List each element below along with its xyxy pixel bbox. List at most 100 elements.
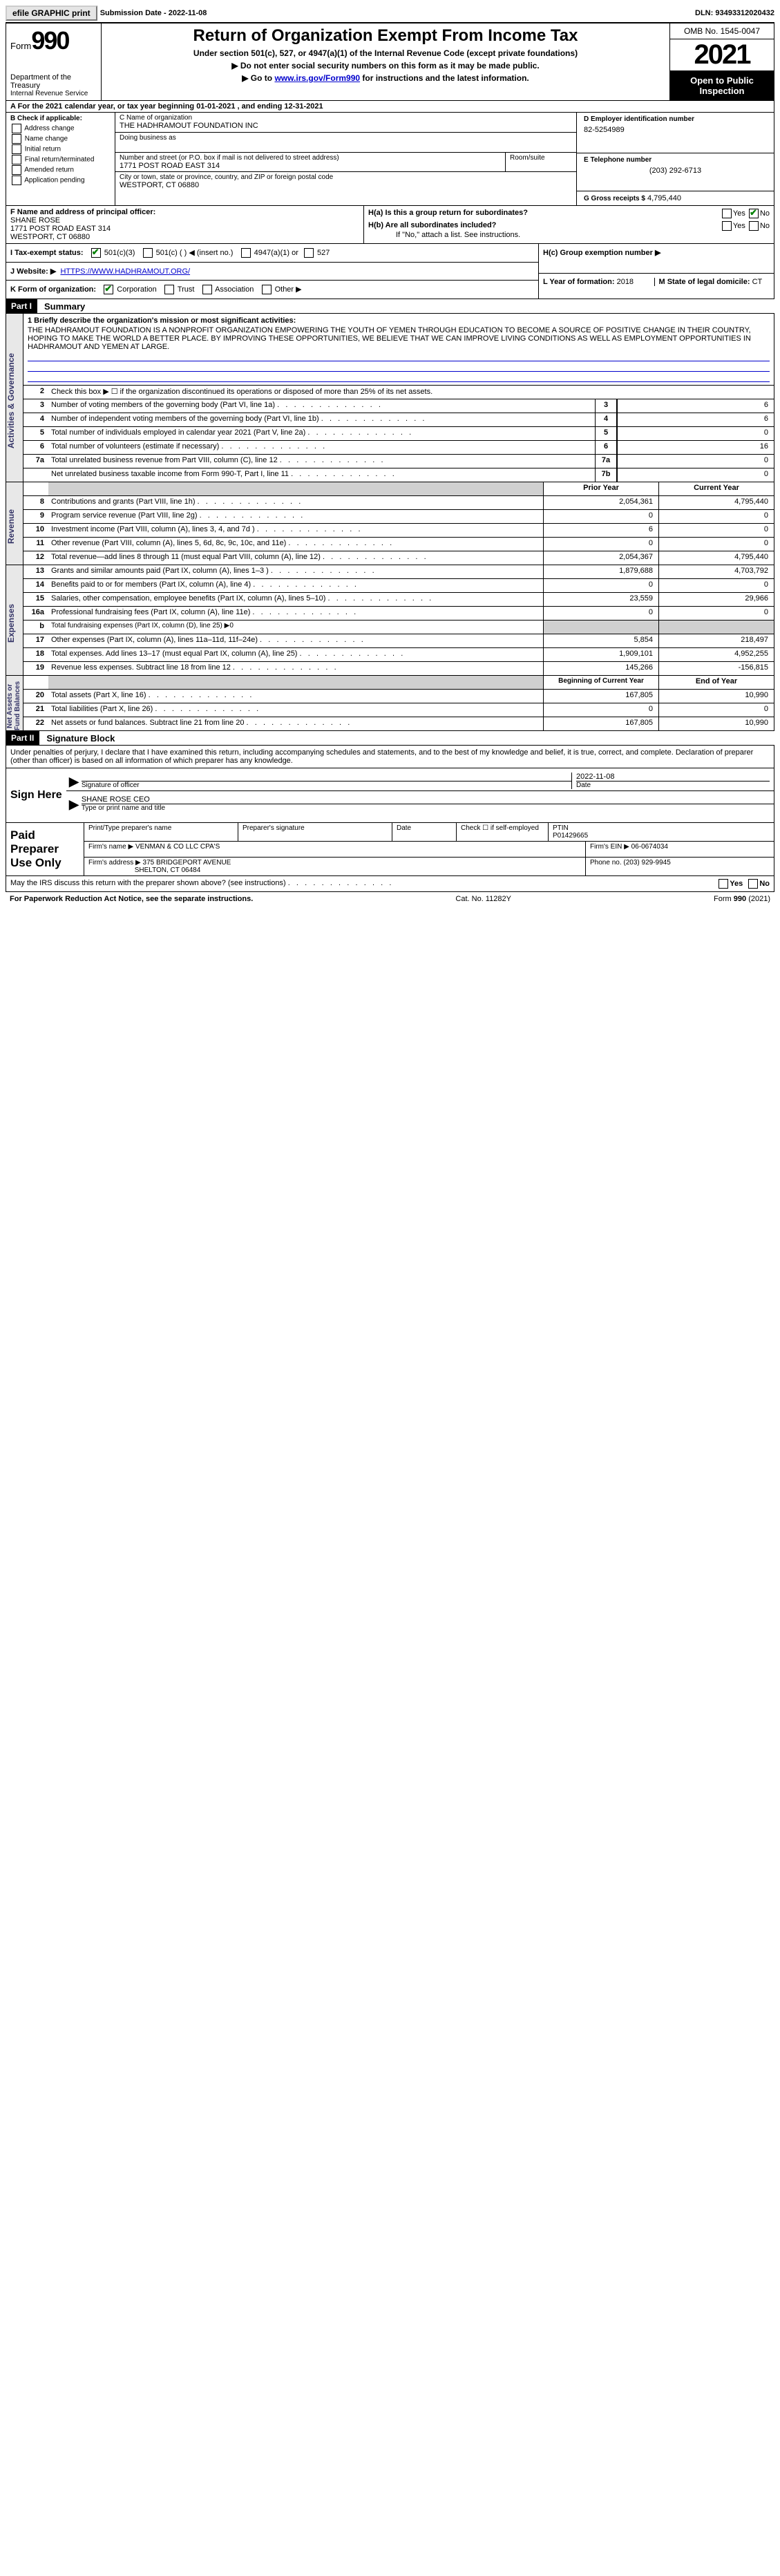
vside-net: Net Assets or Fund Balances <box>6 676 21 736</box>
discuss-text: May the IRS discuss this return with the… <box>10 879 286 887</box>
line-row: 22Net assets or fund balances. Subtract … <box>23 717 774 730</box>
line-row: 2Check this box ▶ ☐ if the organization … <box>23 386 774 399</box>
cb-501c[interactable] <box>143 248 153 258</box>
check-b-label: B Check if applicable: <box>10 115 111 122</box>
ptin-value: P01429665 <box>553 832 770 840</box>
row-i: I Tax-exempt status: 501(c)(3) 501(c) ( … <box>6 244 538 263</box>
room-label: Room/suite <box>510 154 545 162</box>
form-org-label: K Form of organization: <box>10 285 96 294</box>
cb-assoc[interactable] <box>202 285 212 294</box>
officer-addr1: 1771 POST ROAD EAST 314 <box>10 225 359 233</box>
sign-here-label: Sign Here <box>6 768 66 822</box>
signature-declaration: Under penalties of perjury, I declare th… <box>6 746 774 768</box>
form-subtitle-2: ▶ Do not enter social security numbers o… <box>104 61 667 70</box>
line-row: 4Number of independent voting members of… <box>23 413 774 427</box>
city-value: WESTPORT, CT 06880 <box>120 181 572 189</box>
footer-right: Form 990 (2021) <box>714 895 770 903</box>
part-1-tag: Part I <box>6 299 37 313</box>
firm-phone-label: Phone no. <box>590 859 622 866</box>
cb-corp[interactable] <box>104 285 113 294</box>
website-link[interactable]: HTTPS://WWW.HADHRAMOUT.ORG/ <box>60 267 190 276</box>
activities-governance-block: Activities & Governance 1 Briefly descri… <box>6 314 774 482</box>
row-k: K Form of organization: Corporation Trus… <box>6 281 538 299</box>
officer-name: SHANE ROSE <box>10 216 359 225</box>
line-row: 21Total liabilities (Part X, line 26)00 <box>23 703 774 717</box>
firm-addr-value2: SHELTON, CT 06484 <box>135 866 201 874</box>
cb-4947[interactable] <box>241 248 251 258</box>
discuss-yes[interactable] <box>719 879 728 889</box>
line-row: 5Total number of individuals employed in… <box>23 427 774 441</box>
row-j: J Website: ▶ HTTPS://WWW.HADHRAMOUT.ORG/ <box>6 263 538 281</box>
form-subtitle-1: Under section 501(c), 527, or 4947(a)(1)… <box>104 48 667 58</box>
submission-date: Submission Date - 2022-11-08 <box>100 9 207 17</box>
paid-preparer-block: Paid Preparer Use Only Print/Type prepar… <box>6 823 774 876</box>
line-row: bTotal fundraising expenses (Part IX, co… <box>23 621 774 634</box>
prep-sig-label: Preparer's signature <box>242 824 388 832</box>
firm-ein-label: Firm's EIN ▶ <box>590 843 629 851</box>
ha-label: H(a) Is this a group return for subordin… <box>368 209 528 217</box>
h-block: H(a) Is this a group return for subordin… <box>364 206 774 243</box>
line-row: 15Salaries, other compensation, employee… <box>23 593 774 607</box>
domicile-value: CT <box>752 278 763 286</box>
sig-name-value: SHANE ROSE CEO <box>82 795 774 804</box>
gross-label: G Gross receipts $ <box>584 195 645 202</box>
part-1-header: Part I Summary <box>6 299 774 314</box>
ha-yes[interactable] <box>722 209 732 218</box>
arrow-icon: ▶ <box>69 775 79 789</box>
efile-print-button[interactable]: efile GRAPHIC print <box>6 6 97 21</box>
phone-label: E Telephone number <box>584 156 767 164</box>
form-subtitle-3: ▶ Go to www.irs.gov/Form990 for instruct… <box>104 73 667 83</box>
tax-year: 2021 <box>670 39 774 71</box>
line-row: 14Benefits paid to or for members (Part … <box>23 579 774 593</box>
line-row: 12Total revenue—add lines 8 through 11 (… <box>23 551 774 565</box>
revenue-block: Revenue Prior Year Current Year 8Contrib… <box>6 482 774 565</box>
website-label: J Website: ▶ <box>10 267 56 276</box>
principal-officer: F Name and address of principal officer:… <box>6 206 364 243</box>
irs-link[interactable]: www.irs.gov/Form990 <box>274 73 360 83</box>
cb-init[interactable] <box>12 144 21 154</box>
cb-other[interactable] <box>262 285 272 294</box>
footer-row: For Paperwork Reduction Act Notice, see … <box>6 892 774 906</box>
net-assets-block: Net Assets or Fund Balances Beginning of… <box>6 676 774 731</box>
cb-app[interactable] <box>12 176 21 185</box>
rows-ijk-lm: I Tax-exempt status: 501(c)(3) 501(c) ( … <box>6 244 774 299</box>
mission-block: 1 Briefly describe the organization's mi… <box>23 314 774 386</box>
cb-501c3[interactable] <box>91 248 101 258</box>
paid-preparer-label: Paid Preparer Use Only <box>6 823 84 875</box>
form-header-block: Form990 Department of the Treasury Inter… <box>6 23 774 101</box>
cb-name[interactable] <box>12 134 21 144</box>
line-row: 3Number of voting members of the governi… <box>23 399 774 413</box>
cb-amend[interactable] <box>12 165 21 175</box>
discuss-no[interactable] <box>748 879 758 889</box>
section-fgh: F Name and address of principal officer:… <box>6 206 774 244</box>
line-row: 10Investment income (Part VIII, column (… <box>23 524 774 538</box>
line-row: 18Total expenses. Add lines 13–17 (must … <box>23 648 774 662</box>
cb-addr[interactable] <box>12 124 21 133</box>
department: Department of the Treasury <box>10 73 97 90</box>
expenses-block: Expenses 13Grants and similar amounts pa… <box>6 565 774 676</box>
col-c-name-addr: C Name of organization THE HADHRAMOUT FO… <box>115 113 576 205</box>
arrow-icon: ▶ <box>69 797 79 812</box>
line-row: Net unrelated business taxable income fr… <box>23 468 774 482</box>
open-to-public: Open to Public Inspection <box>670 71 774 100</box>
vside-activities: Activities & Governance <box>6 314 16 487</box>
vside-expenses: Expenses <box>6 565 16 681</box>
ein-label: D Employer identification number <box>584 115 767 123</box>
line-row: 13Grants and similar amounts paid (Part … <box>23 565 774 579</box>
hb-yes[interactable] <box>722 221 732 231</box>
cb-final[interactable] <box>12 155 21 164</box>
cb-527[interactable] <box>304 248 314 258</box>
cb-trust[interactable] <box>164 285 174 294</box>
firm-addr-value1: 375 BRIDGEPORT AVENUE <box>143 859 231 866</box>
ha-no[interactable] <box>749 209 759 218</box>
sign-here-block: Sign Here ▶ Signature of officer 2022-11… <box>6 768 774 823</box>
part-2-header: Part II Signature Block <box>6 731 774 746</box>
officer-label: F Name and address of principal officer: <box>10 208 155 216</box>
line-row: 16aProfessional fundraising fees (Part I… <box>23 607 774 621</box>
year-formation-label: L Year of formation: <box>543 278 615 286</box>
prep-date-label: Date <box>397 824 452 832</box>
part-1-title: Summary <box>37 301 774 312</box>
hb-no[interactable] <box>749 221 759 231</box>
dba-label: Doing business as <box>120 134 176 142</box>
prep-check-label: Check ☐ if self-employed <box>461 824 544 832</box>
